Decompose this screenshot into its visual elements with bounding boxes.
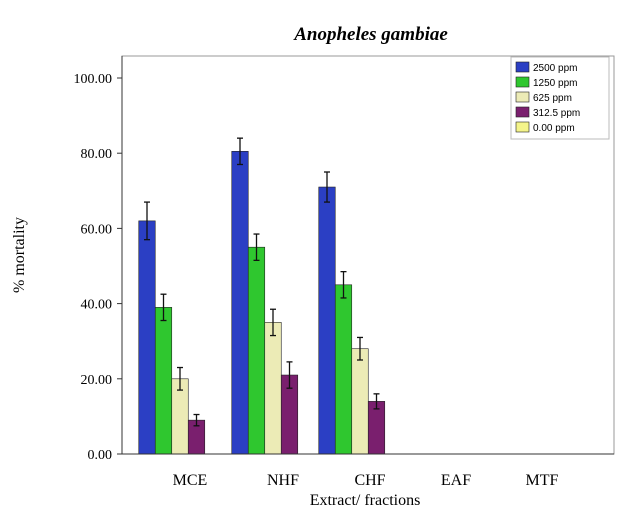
bar [231, 151, 249, 455]
legend-label: 312.5 ppm [533, 108, 580, 119]
y-axis-label: % mortality [11, 217, 28, 293]
y-tick-label: 0.00 [88, 448, 113, 463]
x-tick-label: MCE [173, 472, 208, 489]
legend-label: 1250 ppm [533, 78, 577, 89]
y-tick-label: 100.00 [74, 72, 113, 87]
x-axis-label: Extract/ fractions [310, 492, 421, 509]
legend-label: 0.00 ppm [533, 123, 575, 134]
legend-swatch [515, 76, 530, 88]
x-tick-label: MTF [526, 472, 559, 489]
legend-swatch [515, 106, 530, 118]
y-tick-label: 60.00 [81, 222, 113, 237]
chart-title: Anopheles gambiae [293, 24, 448, 45]
y-tick-label: 80.00 [81, 147, 113, 162]
bar [264, 322, 282, 455]
bar [154, 307, 173, 455]
bar [334, 284, 353, 455]
x-axis-ticks: MCE NHF CHF EAF MTF [122, 453, 614, 489]
bar [138, 220, 156, 455]
legend: 2500 ppm 1250 ppm 625 ppm 312.5 ppm 0.00 ppm [510, 56, 610, 140]
legend-swatch [515, 121, 530, 133]
legend-label: 2500 ppm [533, 63, 577, 74]
bar-series [138, 137, 386, 455]
y-tick-label: 20.00 [81, 373, 113, 388]
legend-swatch [515, 91, 530, 103]
bar [318, 186, 336, 455]
x-tick-label: EAF [441, 472, 471, 489]
x-tick-label: NHF [267, 472, 299, 489]
legend-swatch [515, 61, 530, 73]
legend-label: 625 ppm [533, 93, 572, 104]
bar [351, 348, 369, 455]
bar [247, 246, 266, 455]
y-axis-ticks: 0.00 20.00 40.00 60.00 80.00 100.00 [74, 72, 122, 463]
y-tick-label: 40.00 [81, 298, 113, 313]
x-tick-label: CHF [354, 472, 385, 489]
